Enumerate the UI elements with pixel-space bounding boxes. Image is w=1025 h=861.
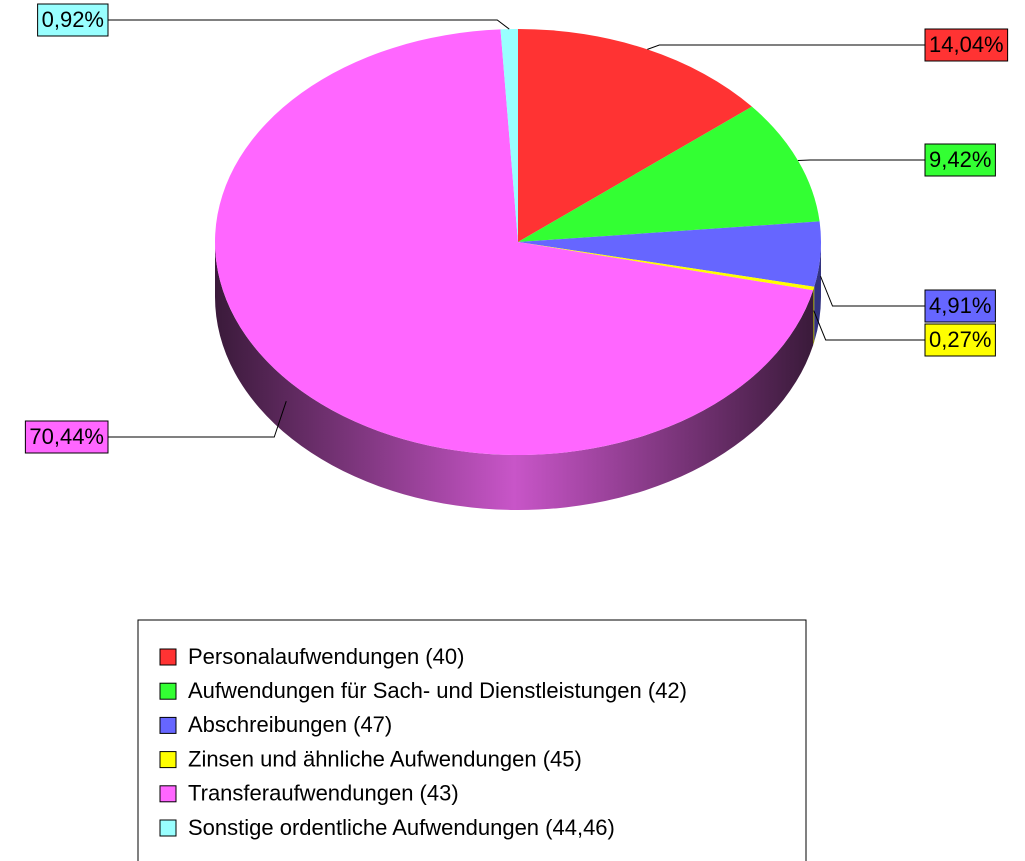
legend-label: Aufwendungen für Sach- und Dienstleistun…: [188, 678, 687, 703]
data-label: 0,92%: [42, 7, 104, 32]
label-box: [37, 3, 109, 37]
leader-line: [108, 19, 510, 30]
legend-label: Personalaufwendungen (40): [188, 644, 464, 669]
label-box: [924, 323, 996, 357]
leader-line: [108, 401, 287, 438]
slice-side: [215, 242, 814, 511]
legend-swatch: [159, 785, 177, 803]
label-box: [24, 420, 109, 454]
slice: [518, 106, 820, 242]
legend-label: Transferaufwendungen (43): [188, 781, 459, 806]
legend-box: [137, 619, 807, 861]
leader-line: [647, 44, 925, 50]
leader-line: [813, 310, 925, 341]
slice-side: [813, 286, 815, 346]
label-box: [924, 28, 1009, 62]
data-label: 9,42%: [929, 147, 991, 172]
slice: [518, 29, 752, 242]
leader-line: [820, 276, 925, 307]
slice: [500, 29, 518, 242]
data-label: 70,44%: [29, 424, 104, 449]
legend-label: Abschreibungen (47): [188, 712, 392, 737]
legend-label: Zinsen und ähnliche Aufwendungen (45): [188, 746, 582, 771]
label-box: [924, 143, 996, 177]
data-label: 14,04%: [929, 32, 1004, 57]
label-box: [924, 289, 996, 323]
slice: [518, 221, 821, 287]
legend-swatch: [159, 819, 177, 837]
legend-label: Sonstige ordentliche Aufwendungen (44,46…: [188, 815, 615, 840]
data-label: 4,91%: [929, 293, 991, 318]
data-label: 0,27%: [929, 327, 991, 352]
legend-swatch: [159, 682, 177, 700]
legend-swatch: [159, 751, 177, 769]
legend-swatch: [159, 716, 177, 734]
slice: [518, 242, 815, 291]
legend-swatch: [159, 648, 177, 666]
slice: [215, 29, 814, 455]
